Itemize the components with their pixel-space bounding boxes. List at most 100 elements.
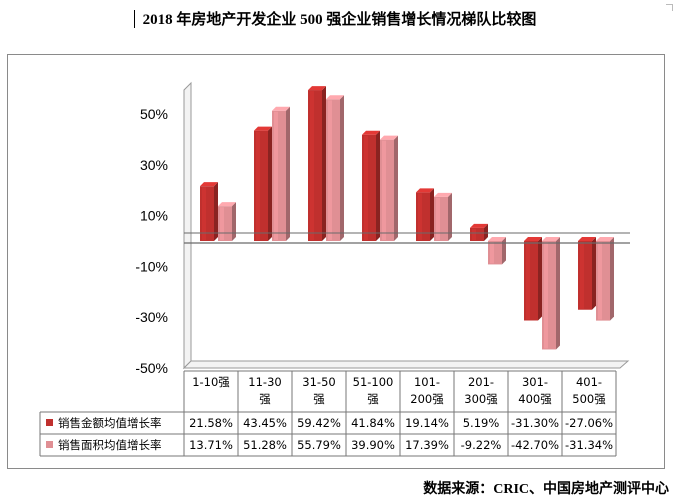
bar-side (502, 237, 506, 265)
bar (470, 223, 488, 241)
floor-plane (182, 360, 630, 369)
data-label: -31.34% (565, 438, 613, 452)
bar-highlight (274, 111, 278, 240)
category-label: 31-50 (302, 375, 335, 389)
data-label: 17.39% (405, 438, 449, 452)
bar-top (200, 182, 218, 187)
data-label: -27.06% (565, 416, 613, 430)
legend-label: 销售金额均值增长率 (58, 416, 162, 430)
bar (380, 135, 398, 241)
bar-side (322, 86, 326, 241)
category-label: 11-30 (248, 375, 281, 389)
bar (596, 237, 614, 321)
data-label: -42.70% (511, 438, 559, 452)
bar-top (434, 192, 452, 197)
bar-highlight (202, 187, 206, 240)
y-tick-label: -10% (135, 258, 168, 274)
bar-side (484, 223, 488, 241)
bar-top (524, 237, 542, 241)
bar-top (308, 86, 326, 91)
bar-top (362, 130, 380, 135)
category-label: 强 (313, 392, 325, 406)
category-label: 500强 (572, 392, 606, 406)
category-label: 强 (367, 392, 379, 406)
data-label: 41.84% (351, 416, 395, 430)
bar-top (380, 135, 398, 140)
text-cursor (134, 10, 135, 28)
bar (416, 188, 434, 241)
data-label: -9.22% (461, 438, 502, 452)
bar-top (254, 126, 272, 131)
bar (362, 130, 380, 241)
y-tick-label: 10% (140, 208, 168, 224)
data-label: 59.42% (297, 416, 341, 430)
data-label: 21.58% (189, 416, 233, 430)
bar-highlight (580, 242, 584, 309)
category-label: 201- (468, 375, 494, 389)
data-label: 43.45% (243, 416, 287, 430)
data-label: 5.19% (463, 416, 500, 430)
bar-side (592, 237, 596, 310)
bar-top (326, 95, 344, 100)
bar-highlight (364, 135, 368, 240)
bar (200, 182, 218, 241)
y-tick-label: 50% (140, 106, 168, 122)
bar (434, 192, 452, 241)
bar-top (488, 237, 506, 241)
bar-side (430, 188, 434, 241)
bar (254, 126, 272, 241)
category-label: 400强 (518, 392, 552, 406)
category-label: 401- (576, 375, 602, 389)
data-label: 51.28% (243, 438, 287, 452)
category-label: 101- (414, 375, 440, 389)
legend-key (46, 419, 53, 426)
bar (308, 86, 326, 241)
page-corner-mark (666, 4, 673, 11)
bar-top (596, 237, 614, 241)
bar-highlight (310, 91, 314, 240)
bar (542, 237, 560, 350)
bar-highlight (490, 242, 494, 264)
legend-label: 销售面积均值增长率 (58, 438, 162, 452)
bar-side (268, 126, 272, 241)
bar-top (272, 106, 290, 111)
bar-side (232, 202, 236, 241)
bar-side (394, 135, 398, 241)
bar-side (340, 95, 344, 242)
bar-highlight (526, 242, 530, 320)
legend-key (46, 441, 53, 448)
chart-title: 2018 年房地产开发企业 500 强企业销售增长情况梯队比较图 (142, 12, 537, 28)
bar (218, 202, 236, 241)
bar-top (542, 237, 560, 241)
data-label: -31.30% (511, 416, 559, 430)
bar-side (214, 182, 218, 241)
bar-highlight (544, 242, 548, 349)
category-label: 51-100 (353, 375, 394, 389)
bar-highlight (256, 131, 260, 240)
bar (524, 237, 542, 321)
data-label: 19.14% (405, 416, 449, 430)
bar-highlight (598, 242, 602, 320)
bar-top (416, 188, 434, 193)
bar (578, 237, 596, 310)
bar-top (218, 202, 236, 207)
bar (272, 106, 290, 241)
y-axis-wall (183, 81, 192, 370)
bar-highlight (220, 207, 224, 240)
bar-highlight (472, 228, 476, 240)
category-label: 301- (522, 375, 548, 389)
bar-highlight (436, 197, 440, 240)
data-source: 数据来源：CRIC、中国房地产测评中心 (423, 482, 669, 497)
category-label: 强 (259, 392, 271, 406)
bar (326, 95, 344, 242)
category-label: 300强 (464, 392, 498, 406)
y-tick-label: 30% (140, 157, 168, 173)
bar-highlight (328, 100, 332, 241)
bar (488, 237, 506, 265)
bar-side (610, 237, 614, 321)
data-label: 39.90% (351, 438, 395, 452)
data-label: 13.71% (189, 438, 233, 452)
category-label: 200强 (410, 392, 444, 406)
bar-side (286, 106, 290, 241)
